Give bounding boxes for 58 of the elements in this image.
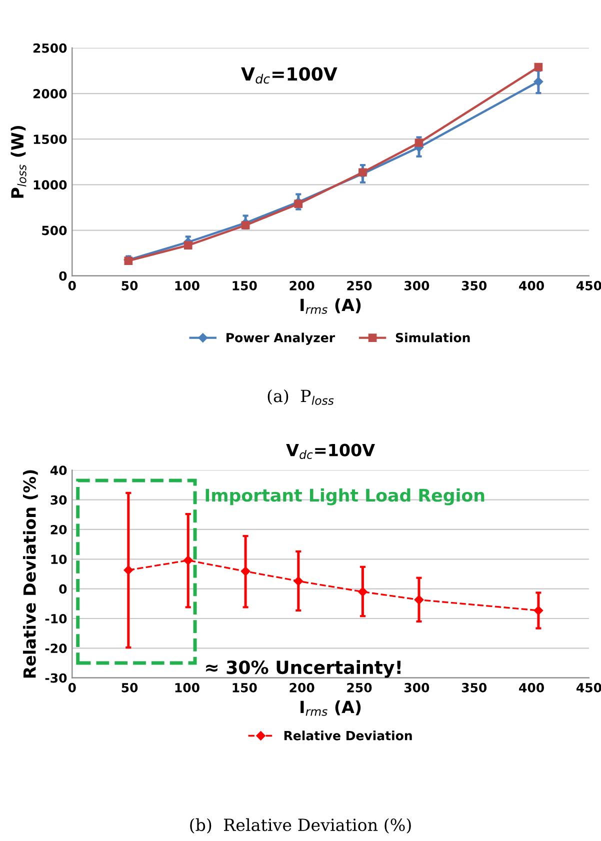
text: V$_{dc}$=100V [241,67,338,84]
legend-label: Power Analyzer [226,332,335,345]
legend-label: Simulation [396,332,470,342]
point [240,566,250,576]
y-tick-label: 2500 [33,43,67,53]
x-tick-label: 250 [347,682,372,692]
y-tick-label: 500 [42,226,67,236]
point [414,138,424,147]
point [358,587,368,596]
annotation: Important Light Load Region [206,488,484,506]
x-tick-label: 250 [347,280,372,290]
y-axis-title: Relative Deviation (%) [22,470,38,678]
x-tick-label: 100 [175,280,200,290]
point [294,576,304,586]
y-tick-label: 20 [50,524,67,534]
y-tick-label: -20 [45,644,67,654]
legend-label: Relative Deviation [284,730,412,740]
x-tick-label: 400 [519,682,544,692]
y-axis-title: P$_{loss}$ (W) [10,126,26,198]
point [414,595,424,604]
y-tick-label: 1000 [34,180,67,190]
y-tick-label: 0 [59,584,67,594]
y-tick-label: -10 [45,614,67,624]
point [534,606,544,616]
x-tick-label: 450 [576,280,601,290]
x-tick-label: 350 [462,280,487,290]
x-tick-label: 200 [290,682,314,692]
point [184,556,193,565]
y-tick-label: 0 [59,271,67,281]
y-tick-label: 40 [50,466,67,476]
chart-title: V$_{dc}$=100V [286,444,375,459]
point [534,77,544,86]
y-tick-label: 2000 [33,88,67,98]
x-tick-label: 150 [232,280,257,290]
y-tick-label: 10 [51,554,67,564]
x-tick-label: 100 [175,682,200,692]
y-tick-label: 1500 [34,134,67,144]
x-axis-title: I$_{rms}$ (A) [300,298,361,314]
x-tick-label: 0 [68,682,76,692]
x-tick-label: 50 [122,682,138,692]
x-tick-label: 400 [519,280,544,290]
x-tick-label: 300 [404,682,430,692]
x-tick-label: 350 [462,682,487,692]
x-tick-label: 50 [122,280,138,290]
y-tick-label: -30 [45,673,67,683]
x-tick-label: 450 [576,682,601,692]
x-tick-label: 300 [404,280,430,290]
point [294,200,303,208]
x-axis-title: I$_{rms}$ (A) [300,700,361,716]
annotation: ≈ 30% Uncertainty! [206,660,400,678]
x-tick-label: 0 [68,280,76,290]
point [124,566,134,575]
y-tick-label: 30 [50,495,67,505]
text: (b) Relative Deviation (%) [190,818,411,834]
x-tick-label: 150 [232,682,257,692]
x-tick-label: 200 [290,280,314,290]
text: (a) P$_{loss}$ [268,389,334,405]
point [184,241,192,250]
